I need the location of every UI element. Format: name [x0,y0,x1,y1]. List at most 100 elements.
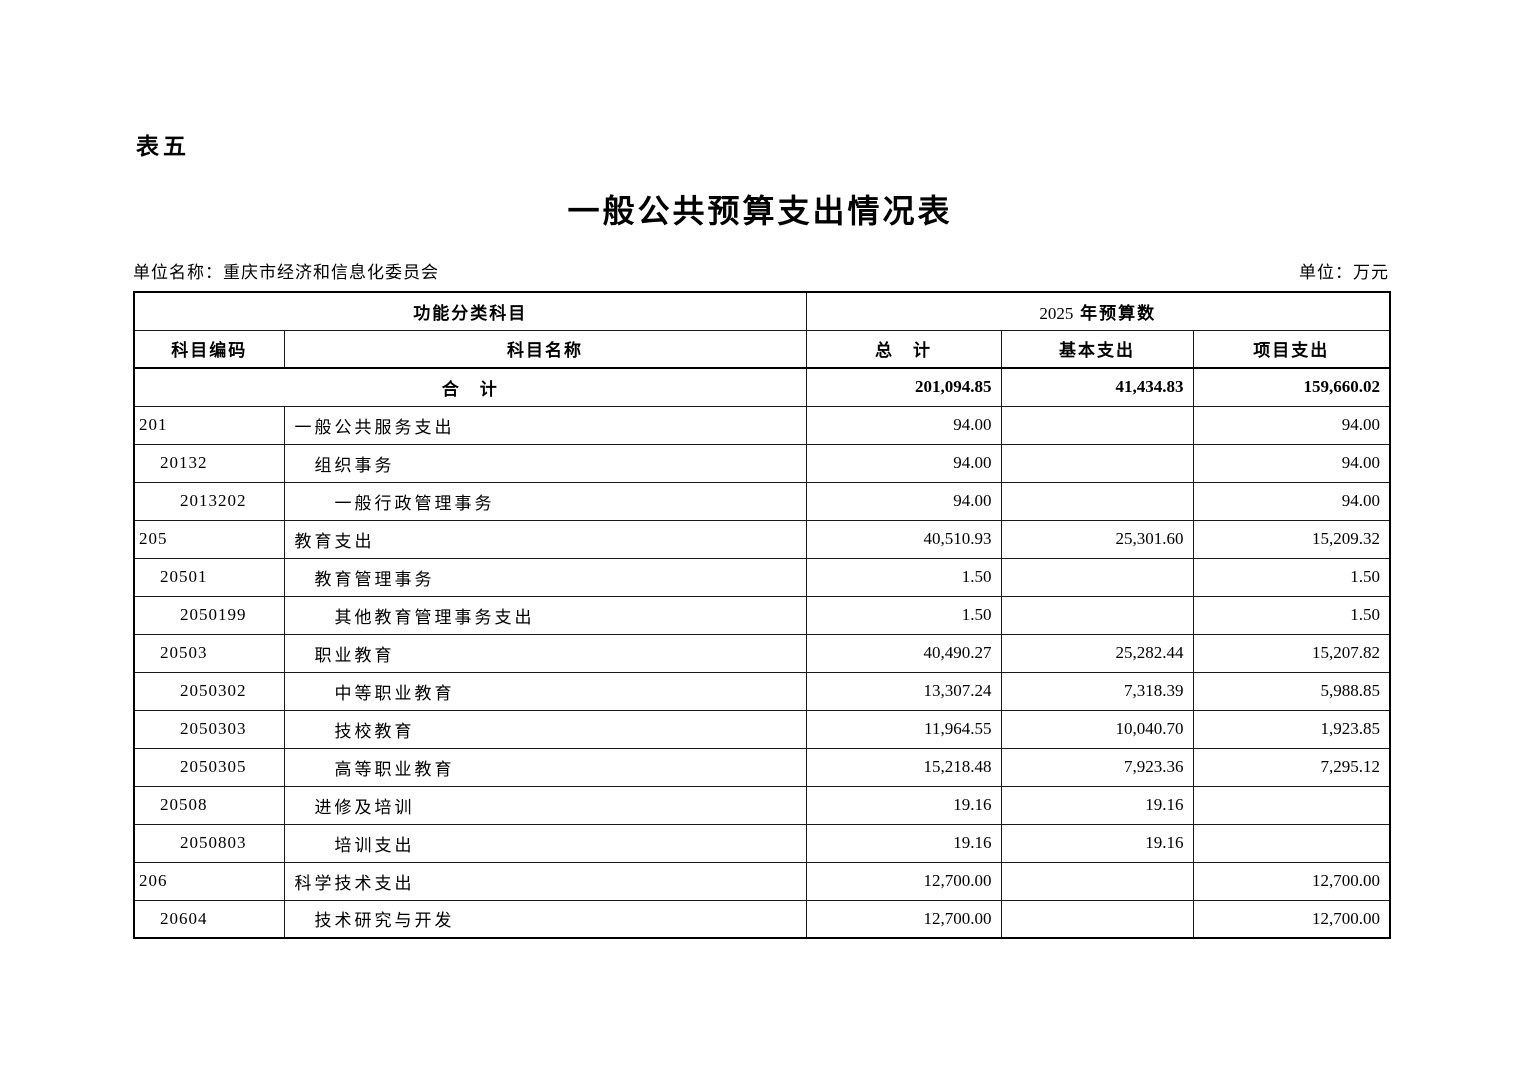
subject-name-cell: 培训支出 [283,823,807,863]
table-row: 2050803 培训支出 19.16 19.16 [133,823,1391,863]
total-cell: 13,307.24 [805,671,1002,711]
total-cell: 19.16 [805,785,1002,825]
header-project-expenditure: 项目支出 [1192,329,1391,369]
basic-expenditure-cell: 7,318.39 [1000,671,1194,711]
basic-expenditure-cell: 25,282.44 [1000,633,1194,673]
subject-name-cell: 中等职业教育 [283,671,807,711]
subject-code-cell: 20508 [133,785,285,825]
summary-label: 合 计 [133,367,807,407]
total-cell: 19.16 [805,823,1002,863]
basic-expenditure-cell [1000,899,1194,939]
meta-row: 单位名称：重庆市经济和信息化委员会 单位：万元 [133,258,1389,283]
project-expenditure-cell: 7,295.12 [1192,747,1391,787]
table-row: 20503 职业教育 40,490.27 25,282.44 15,207.82 [133,633,1391,673]
table-row: 2050303 技校教育 11,964.55 10,040.70 1,923.8… [133,709,1391,749]
basic-expenditure-cell [1000,443,1194,483]
table-row: 20604 技术研究与开发 12,700.00 12,700.00 [133,899,1391,939]
total-cell: 94.00 [805,405,1002,445]
header-row-columns: 科目编码 科目名称 总 计 基本支出 项目支出 [133,329,1391,369]
project-expenditure-cell: 94.00 [1192,443,1391,483]
subject-code-cell: 20503 [133,633,285,673]
total-cell: 15,218.48 [805,747,1002,787]
table-row: 20501 教育管理事务 1.50 1.50 [133,557,1391,597]
project-expenditure-cell: 1,923.85 [1192,709,1391,749]
subject-name-cell: 科学技术支出 [283,861,807,901]
project-expenditure-cell: 5,988.85 [1192,671,1391,711]
subject-name-cell: 一般行政管理事务 [283,481,807,521]
budget-table: 功能分类科目 2025 年预算数 科目编码 科目名称 总 计 基本支出 项目支出… [133,291,1392,939]
subject-code-cell: 201 [133,405,285,445]
project-expenditure-cell: 15,207.82 [1192,633,1391,673]
project-expenditure-cell: 94.00 [1192,481,1391,521]
table-row: 206 科学技术支出 12,700.00 12,700.00 [133,861,1391,901]
sheet-number-label: 表五 [136,133,190,159]
total-cell: 12,700.00 [805,861,1002,901]
total-cell: 94.00 [805,481,1002,521]
total-cell: 12,700.00 [805,899,1002,939]
table-row: 2050302 中等职业教育 13,307.24 7,318.39 5,988.… [133,671,1391,711]
total-cell: 1.50 [805,595,1002,635]
subject-code-cell: 205 [133,519,285,559]
project-expenditure-cell [1192,823,1391,863]
unit-name-label: 单位名称：重庆市经济和信息化委员会 [133,263,439,282]
subject-name-cell: 职业教育 [283,633,807,673]
header-function-category: 功能分类科目 [133,291,807,331]
subject-code-cell: 2050305 [133,747,285,787]
subject-code-cell: 2013202 [133,481,285,521]
project-expenditure-cell: 12,700.00 [1192,861,1391,901]
table-row: 2050305 高等职业教育 15,218.48 7,923.36 7,295.… [133,747,1391,787]
project-expenditure-cell: 15,209.32 [1192,519,1391,559]
page-title: 一般公共预算支出情况表 [567,193,953,229]
subject-name-cell: 高等职业教育 [283,747,807,787]
subject-code-cell: 20501 [133,557,285,597]
table-row: 2013202 一般行政管理事务 94.00 94.00 [133,481,1391,521]
basic-expenditure-cell: 7,923.36 [1000,747,1194,787]
subject-name-cell: 一般公共服务支出 [283,405,807,445]
total-cell: 40,490.27 [805,633,1002,673]
summary-basic: 41,434.83 [1000,367,1194,407]
subject-name-cell: 技术研究与开发 [283,899,807,939]
basic-expenditure-cell: 25,301.60 [1000,519,1194,559]
header-basic-expenditure: 基本支出 [1000,329,1194,369]
project-expenditure-cell: 1.50 [1192,557,1391,597]
subject-code-cell: 2050302 [133,671,285,711]
basic-expenditure-cell [1000,481,1194,521]
table-row: 201 一般公共服务支出 94.00 94.00 [133,405,1391,445]
table-row: 20508 进修及培训 19.16 19.16 [133,785,1391,825]
total-cell: 40,510.93 [805,519,1002,559]
basic-expenditure-cell [1000,405,1194,445]
total-cell: 1.50 [805,557,1002,597]
project-expenditure-cell: 12,700.00 [1192,899,1391,939]
basic-expenditure-cell [1000,861,1194,901]
project-expenditure-cell: 94.00 [1192,405,1391,445]
project-expenditure-cell [1192,785,1391,825]
header-budget-year: 2025 年预算数 [805,291,1391,331]
header-subject-code: 科目编码 [133,329,285,369]
subject-code-cell: 2050303 [133,709,285,749]
basic-expenditure-cell [1000,595,1194,635]
subject-code-cell: 2050199 [133,595,285,635]
subject-code-cell: 206 [133,861,285,901]
project-expenditure-cell: 1.50 [1192,595,1391,635]
total-cell: 11,964.55 [805,709,1002,749]
subject-name-cell: 其他教育管理事务支出 [283,595,807,635]
basic-expenditure-cell [1000,557,1194,597]
total-cell: 94.00 [805,443,1002,483]
subject-name-cell: 组织事务 [283,443,807,483]
table-row: 205 教育支出 40,510.93 25,301.60 15,209.32 [133,519,1391,559]
basic-expenditure-cell: 19.16 [1000,785,1194,825]
subject-name-cell: 进修及培训 [283,785,807,825]
subject-name-cell: 教育支出 [283,519,807,559]
subject-code-cell: 2050803 [133,823,285,863]
budget-year-suffix: 年预算数 [1080,303,1157,323]
summary-project: 159,660.02 [1192,367,1391,407]
table-row: 20132 组织事务 94.00 94.00 [133,443,1391,483]
header-total: 总 计 [805,329,1002,369]
subject-name-cell: 教育管理事务 [283,557,807,597]
subject-code-cell: 20604 [133,899,285,939]
summary-row: 合 计 201,094.85 41,434.83 159,660.02 [133,367,1391,407]
subject-code-cell: 20132 [133,443,285,483]
basic-expenditure-cell: 19.16 [1000,823,1194,863]
summary-total: 201,094.85 [805,367,1002,407]
